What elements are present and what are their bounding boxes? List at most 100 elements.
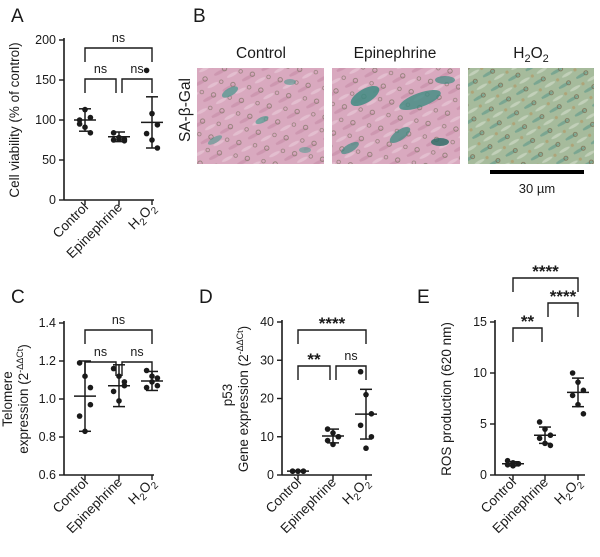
data-point-A-1-0	[110, 130, 117, 136]
y-tick-label-A-1: 50	[42, 153, 56, 167]
data-point-C-0-5	[87, 401, 94, 408]
data-point-C-1-3	[110, 388, 117, 395]
significance-label-D-2: ****	[319, 314, 346, 333]
data-point-D-2-0	[357, 368, 364, 375]
significance-label-A-1: ns	[130, 62, 143, 76]
micrograph-title-control: Control	[236, 45, 286, 62]
y-tick-label-D-2: 20	[260, 392, 274, 406]
data-point-A-0-2	[87, 114, 94, 121]
category-label-h2o2-e: H2O2	[551, 474, 587, 510]
y-tick-label-D-3: 30	[260, 353, 274, 367]
micrograph-title-h2o2: H2O2	[513, 45, 549, 65]
data-point-D-2-4	[363, 445, 369, 452]
y-tick-label-E-2: 10	[473, 366, 487, 380]
y-axis-title-d-line2: Gene expression (2-ΔΔCt)	[235, 326, 251, 472]
significance-bracket-D-1	[335, 365, 367, 380]
y-tick-label-D-4: 40	[260, 315, 274, 329]
y-tick-label-C-3: 1.2	[39, 354, 56, 368]
y-tick-label-C-4: 1.4	[39, 316, 56, 330]
significance-bracket-A-0	[84, 78, 117, 93]
significance-bracket-A-2	[84, 47, 153, 62]
y-axis-title-c-line2: expression (2-ΔΔCt)	[15, 344, 31, 454]
y-tick-label-C-1: 0.8	[39, 430, 56, 444]
scale-bar	[490, 170, 584, 174]
y-tick-label-A-4: 200	[35, 33, 56, 47]
data-point-C-2-5	[154, 382, 161, 389]
data-point-C-0-3	[76, 413, 83, 419]
y-tick-label-E-1: 5	[480, 417, 487, 431]
microscopy-panel: SA-β-Gal Control Epinephrine H2O2 30 µm	[177, 45, 594, 196]
significance-bracket-C-1	[121, 361, 153, 376]
y-tick-label-E-3: 15	[473, 315, 487, 329]
y-tick-label-A-2: 100	[35, 113, 56, 127]
panel-letter-d: D	[199, 287, 213, 308]
data-point-E-2-3	[569, 392, 576, 399]
significance-label-C-1: ns	[130, 345, 143, 359]
category-label-h2o2-a: H2O2	[125, 199, 161, 235]
data-point-C-2-3	[143, 384, 150, 391]
significance-label-E-2: ****	[532, 262, 559, 281]
y-tick-label-D-0: 0	[267, 468, 274, 482]
panel-letter-e: E	[417, 287, 430, 308]
data-point-E-2-5	[580, 411, 587, 417]
data-point-A-2-3	[143, 130, 150, 137]
y-tick-label-A-3: 150	[35, 73, 56, 87]
data-point-C-0-2	[87, 384, 94, 391]
y-tick-label-D-1: 10	[260, 430, 274, 444]
significance-bracket-D-2	[297, 329, 367, 344]
panel-letter-a: A	[11, 6, 24, 27]
significance-label-C-0: ns	[94, 345, 107, 359]
category-label-h2o2-d: H2O2	[339, 474, 375, 510]
data-point-E-0-3	[504, 462, 511, 468]
significance-bracket-E-2	[512, 277, 579, 292]
data-point-D-2-5	[368, 433, 375, 440]
significance-bracket-A-1	[121, 78, 153, 93]
data-point-A-2-0	[143, 67, 150, 74]
significance-label-A-0: ns	[94, 62, 107, 76]
micrograph-title-epinephrine: Epinephrine	[354, 45, 437, 62]
y-tick-label-E-0: 0	[480, 468, 487, 482]
significance-label-E-0: **	[521, 312, 535, 331]
significance-label-D-1: ns	[344, 349, 357, 363]
y-axis-title-e: ROS production (620 nm)	[439, 322, 454, 476]
data-point-D-1-3	[324, 437, 331, 444]
category-label-h2o2-c: H2O2	[125, 474, 161, 510]
y-axis-title-a: Cell viability (% of control)	[7, 42, 22, 197]
panel-letter-b: B	[193, 6, 206, 27]
data-point-D-1-5	[335, 433, 342, 440]
significance-label-D-0: **	[307, 350, 321, 369]
data-point-E-1-0	[536, 419, 543, 425]
significance-bracket-C-0	[84, 361, 117, 376]
data-point-E-1-3	[536, 435, 543, 442]
data-point-E-2-0	[569, 370, 576, 376]
data-point-A-2-2	[154, 122, 161, 128]
data-point-A-1-5	[121, 138, 128, 144]
significance-bracket-E-0	[512, 327, 543, 342]
y-tick-label-C-2: 1.0	[39, 392, 56, 406]
y-axis-title-d-line1: p53	[220, 384, 235, 407]
y-tick-label-C-0: 0.6	[39, 468, 56, 482]
micrograph-h2o2	[468, 68, 594, 164]
scale-bar-label: 30 µm	[519, 181, 555, 196]
data-point-D-2-3	[357, 422, 364, 429]
significance-label-C-2: ns	[112, 313, 125, 327]
data-point-C-1-5	[121, 379, 128, 385]
significance-bracket-E-1	[547, 302, 579, 317]
y-tick-label-A-0: 0	[49, 193, 56, 207]
data-point-A-0-3	[76, 121, 83, 127]
significance-bracket-D-0	[297, 365, 331, 380]
significance-label-A-2: ns	[112, 31, 125, 45]
teal-stain-epinephrine	[341, 76, 455, 155]
data-point-C-2-0	[143, 367, 150, 374]
significance-label-E-1: ****	[550, 287, 577, 306]
significance-bracket-C-2	[84, 329, 153, 344]
sa-beta-gal-label: SA-β-Gal	[177, 78, 194, 142]
data-point-C-2-2	[154, 375, 161, 381]
y-axis-title-c-line1: Telomere	[0, 371, 15, 427]
teal-stain-control	[207, 79, 311, 153]
